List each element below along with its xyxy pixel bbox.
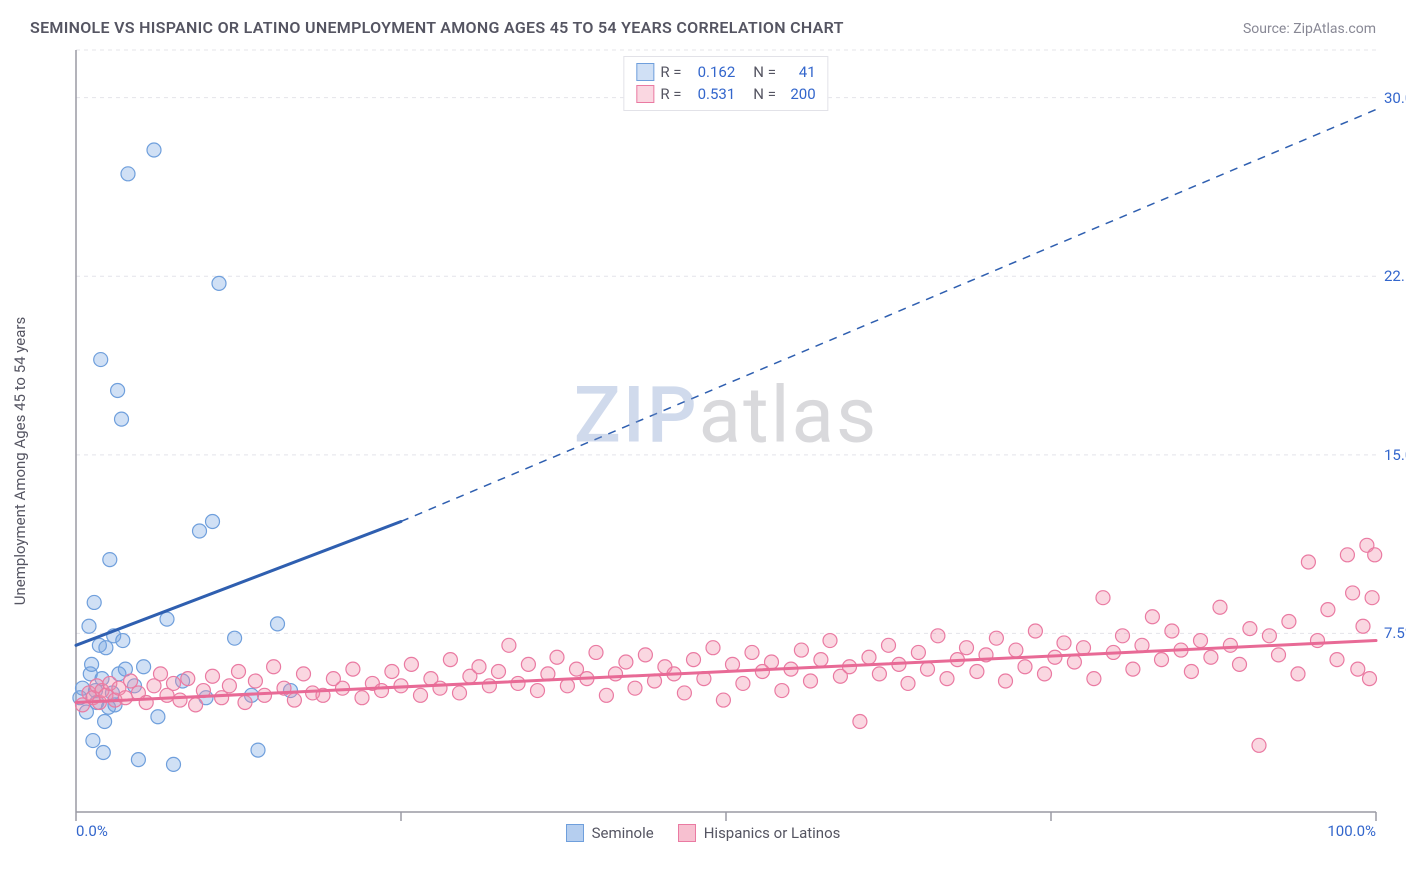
legend-label: Seminole — [592, 824, 654, 842]
y-tick-label: 15.0% — [1378, 446, 1406, 464]
legend-bottom: Seminole Hispanics or Latinos — [30, 824, 1376, 842]
legend-swatch-seminole — [636, 63, 654, 81]
legend-stats-row-hispanic: R = 0.531 N = 200 — [636, 83, 815, 105]
chart-svg — [76, 50, 1376, 812]
y-tick-label: 7.5% — [1378, 624, 1406, 642]
chart-container: Unemployment Among Ages 45 to 54 years R… — [30, 50, 1376, 872]
chart-title: SEMINOLE VS HISPANIC OR LATINO UNEMPLOYM… — [30, 18, 844, 37]
legend-swatch-hispanic — [636, 85, 654, 103]
legend-swatch-icon — [566, 824, 584, 842]
y-tick-label: 30.0% — [1378, 89, 1406, 107]
legend-item-hispanic: Hispanics or Latinos — [678, 824, 841, 842]
legend-stats-row-seminole: R = 0.162 N = 41 — [636, 61, 815, 83]
y-tick-label: 22.5% — [1378, 267, 1406, 285]
plot-area: R = 0.162 N = 41 R = 0.531 N = 200 ZIPat… — [76, 50, 1376, 812]
legend-item-seminole: Seminole — [566, 824, 654, 842]
legend-stats-box: R = 0.162 N = 41 R = 0.531 N = 200 — [623, 56, 828, 111]
legend-swatch-icon — [678, 824, 696, 842]
y-axis-label: Unemployment Among Ages 45 to 54 years — [11, 317, 29, 605]
legend-label: Hispanics or Latinos — [704, 824, 841, 842]
source-label: Source: ZipAtlas.com — [1243, 21, 1376, 37]
